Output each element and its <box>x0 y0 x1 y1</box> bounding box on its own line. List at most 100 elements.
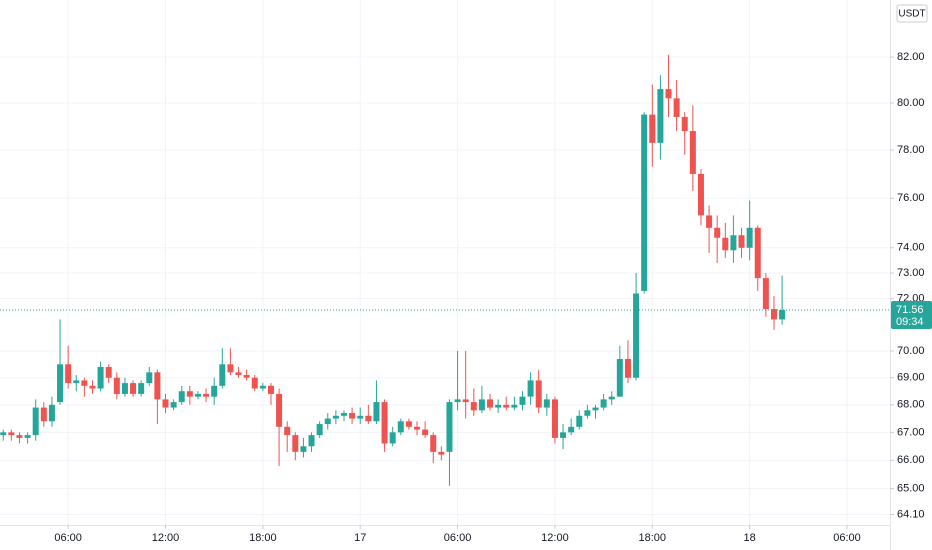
candle-body <box>519 396 526 405</box>
candle-body <box>138 383 145 394</box>
candle-body <box>446 402 453 452</box>
last-price-label: 71.56 <box>896 304 924 316</box>
candle-body <box>616 358 623 397</box>
y-tick-label: 64.10 <box>897 508 925 520</box>
candle-body <box>113 377 120 394</box>
candle-body <box>16 435 23 438</box>
candle-body <box>779 310 786 320</box>
candle-body <box>397 421 404 433</box>
candle-body <box>381 402 388 444</box>
candle-body <box>422 429 429 436</box>
candle-body <box>243 375 250 378</box>
candle-body <box>592 407 599 411</box>
candle-body <box>105 366 112 378</box>
candle-body <box>697 173 704 216</box>
y-tick-label: 80.00 <box>897 97 925 109</box>
candle-body <box>373 402 380 422</box>
candle-body <box>600 399 607 408</box>
candle-body <box>8 432 15 436</box>
candle-body <box>503 404 510 408</box>
candle-body <box>235 372 242 376</box>
candle-body <box>81 380 88 386</box>
y-tick-label: 73.00 <box>897 267 925 279</box>
candle-body <box>203 393 210 397</box>
candle-body <box>568 426 575 433</box>
candle-body <box>89 385 96 389</box>
candle-body <box>438 451 445 455</box>
candle-body <box>584 410 591 416</box>
candle-body <box>430 435 437 452</box>
candle-body <box>454 399 461 403</box>
candle-body <box>389 432 396 444</box>
x-tick-label: 06:00 <box>54 532 82 544</box>
x-tick-label: 06:00 <box>444 532 472 544</box>
y-tick-label: 74.00 <box>897 242 925 254</box>
candle-body <box>665 89 672 99</box>
candle-body <box>551 399 558 438</box>
candle-body <box>478 399 485 411</box>
candle-body <box>414 426 421 430</box>
candle-body <box>146 372 153 384</box>
candle-body <box>746 227 753 248</box>
candle-body <box>487 399 494 408</box>
x-tick-label: 18:00 <box>249 532 277 544</box>
countdown-label: 09:34 <box>896 316 924 328</box>
candle-body <box>754 227 761 279</box>
candle-body <box>624 358 631 378</box>
candle-body <box>0 432 7 436</box>
candle-body <box>357 415 364 419</box>
currency-badge[interactable] <box>896 4 928 23</box>
candle-body <box>365 415 372 422</box>
candle-body <box>276 393 283 427</box>
y-tick-label: 76.00 <box>897 192 925 204</box>
candle-body <box>178 391 185 403</box>
candle-body <box>405 421 412 427</box>
candle-body <box>324 418 331 425</box>
candle-body <box>738 235 745 248</box>
candle-body <box>560 432 567 438</box>
candle-body <box>194 393 201 397</box>
y-tick-label: 65.00 <box>897 483 925 495</box>
y-tick-label: 67.00 <box>897 426 925 438</box>
y-tick-label: 70.00 <box>897 345 925 357</box>
candle-body <box>162 399 169 408</box>
candle-body <box>349 413 356 419</box>
candle-body <box>543 399 550 408</box>
candle-body <box>48 404 55 422</box>
y-tick-label: 69.00 <box>897 372 925 384</box>
last-price-box <box>891 301 932 330</box>
candle-body <box>219 364 226 386</box>
y-tick-label: 66.00 <box>897 454 925 466</box>
candle-body <box>706 215 713 228</box>
candle-body <box>535 380 542 408</box>
candle-body <box>154 372 161 400</box>
candle-body <box>227 364 234 373</box>
candle-body <box>722 237 729 251</box>
candle-body <box>40 407 47 422</box>
candle-body <box>97 366 104 389</box>
candle-body <box>24 435 31 438</box>
candle-body <box>332 415 339 419</box>
y-tick-label: 78.00 <box>897 144 925 156</box>
candle-body <box>186 391 193 397</box>
candle-body <box>284 426 291 436</box>
candle-body <box>32 407 39 436</box>
candle-body <box>462 399 469 403</box>
candle-body <box>259 385 266 389</box>
candle-body <box>511 404 518 408</box>
candle-body <box>657 89 664 143</box>
candle-body <box>340 413 347 416</box>
candle-body <box>292 435 299 452</box>
candle-body <box>211 385 218 397</box>
candle-body <box>308 435 315 447</box>
candle-body <box>527 380 534 397</box>
candle-body <box>57 364 64 403</box>
candle-body <box>714 227 721 238</box>
candle-body <box>649 114 656 143</box>
candle-body <box>641 114 648 291</box>
candle-body <box>681 116 688 132</box>
x-tick-label: 12:00 <box>152 532 180 544</box>
